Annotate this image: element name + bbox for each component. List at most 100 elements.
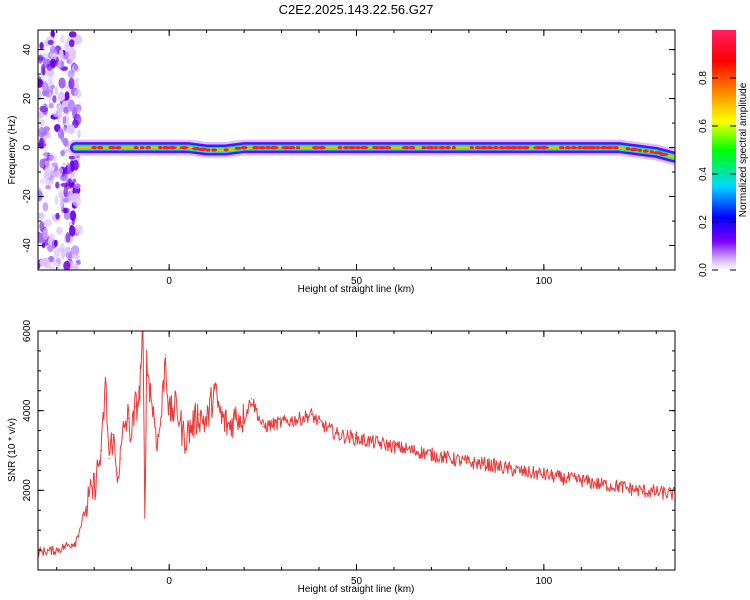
snr-point: [299, 418, 301, 420]
trace-core: [265, 146, 271, 150]
snr-point: [153, 418, 155, 420]
trace-core: [359, 146, 369, 150]
snr-xlabel: Height of straight line (km): [298, 584, 415, 595]
noise-blob: [38, 111, 44, 119]
noise-blob: [45, 68, 55, 77]
noise-blob: [45, 184, 52, 190]
noise-blob: [40, 131, 48, 136]
snr-point: [281, 422, 283, 424]
snr-point: [430, 453, 432, 456]
trace-core: [240, 146, 248, 150]
noise-blob: [48, 175, 54, 181]
noise-blob: [51, 162, 59, 167]
snr-point: [149, 390, 151, 392]
noise-blob: [38, 75, 42, 86]
trace-core: [637, 148, 643, 152]
noise-blob: [67, 163, 71, 175]
snr-point: [131, 434, 133, 436]
noise-blob: [42, 227, 49, 240]
y-tick-label: 2000: [22, 479, 33, 502]
noise-blob: [68, 252, 73, 262]
x-tick-label: 50: [351, 276, 363, 287]
snr-point: [86, 505, 88, 507]
colorbar-gradient: [712, 30, 736, 270]
snr-point: [93, 485, 95, 487]
snr-line: [38, 331, 675, 557]
trace-core: [469, 146, 474, 150]
snr-point: [101, 449, 103, 452]
trace-core: [649, 150, 654, 154]
snr-point: [183, 437, 185, 440]
noise-blob: [55, 212, 60, 220]
noise-blob: [63, 106, 69, 114]
colorbar-tick-label: 0.8: [698, 71, 709, 85]
noise-blob: [69, 225, 76, 237]
noise-blob: [40, 119, 46, 127]
trace-core: [421, 146, 427, 150]
snr-point: [157, 441, 159, 444]
snr-point: [176, 406, 178, 408]
trace-core: [479, 146, 489, 150]
trace-core: [318, 146, 326, 150]
trace-core: [295, 146, 301, 150]
noise-blob: [69, 189, 73, 199]
spectrogram-ylabel: Frequency (Hz): [7, 116, 18, 185]
noise-blob: [68, 47, 76, 58]
trace-core: [586, 146, 597, 150]
noise-blob: [41, 81, 49, 93]
snr-point: [228, 426, 230, 428]
x-tick-label: 50: [351, 576, 363, 587]
x-tick-label: 100: [536, 576, 553, 587]
trace-core: [659, 152, 669, 156]
noise-blob: [60, 34, 65, 44]
noise-blob: [48, 75, 53, 84]
noise-blob: [44, 161, 50, 166]
trace-core: [139, 146, 145, 150]
noise-blob: [53, 248, 61, 258]
noise-blob: [48, 233, 55, 241]
trace-core: [145, 146, 151, 150]
noise-blob: [55, 181, 60, 189]
trace-core: [372, 146, 380, 150]
trace-core: [97, 146, 104, 150]
trace-core: [451, 146, 456, 150]
noise-blob: [57, 128, 64, 139]
figure-title: C2E2.2025.143.22.56.G27: [279, 2, 434, 17]
noise-blob: [62, 116, 67, 125]
noise-blob: [49, 265, 55, 270]
snr-point: [104, 382, 106, 384]
noise-blob: [62, 248, 68, 255]
snr-point: [112, 434, 114, 436]
trace-core: [311, 146, 321, 150]
trace-core: [577, 146, 583, 150]
y-tick-label: 6000: [22, 319, 33, 342]
noise-blob: [77, 129, 81, 139]
trace-core: [197, 147, 208, 151]
trace-core: [133, 146, 139, 150]
trace-core: [492, 146, 499, 150]
y-tick-label: 4000: [22, 399, 33, 422]
y-tick-label: 0: [22, 144, 33, 150]
snr-point: [543, 473, 545, 475]
x-tick-label: 100: [536, 276, 553, 287]
snr-point: [636, 489, 639, 491]
trace-core: [114, 146, 122, 150]
snr-point: [251, 398, 253, 400]
x-tick-label: 0: [166, 576, 172, 587]
noise-blob: [69, 39, 75, 48]
trace-core: [179, 146, 189, 150]
trace-core: [474, 146, 481, 150]
noise-blob: [54, 195, 59, 205]
trace-core: [384, 146, 392, 150]
snr-point: [221, 418, 223, 420]
noise-blob: [73, 34, 83, 45]
colorbar-tick-label: 0.0: [698, 263, 709, 277]
snr-point: [468, 461, 470, 463]
noise-blob: [49, 153, 58, 162]
trace-core: [642, 149, 649, 153]
noise-blob: [48, 102, 54, 109]
trace-core: [269, 146, 279, 150]
trace-core: [522, 146, 530, 150]
trace-core: [234, 146, 242, 150]
trace-core: [347, 146, 357, 150]
